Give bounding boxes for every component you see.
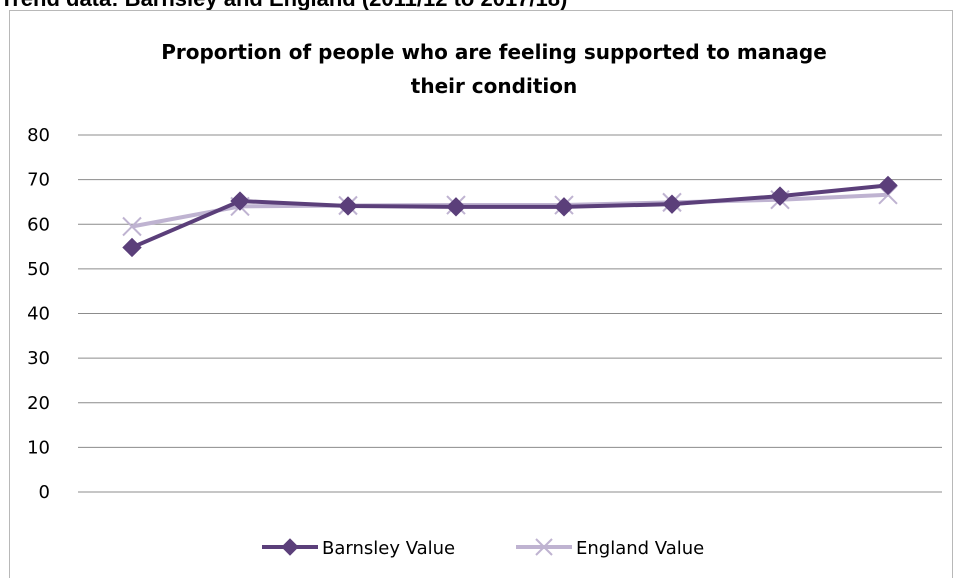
data-point-x — [122, 216, 142, 237]
chart-title: Proportion of people who are feeling sup… — [161, 40, 827, 98]
gridlines — [78, 134, 942, 493]
y-tick-label: 70 — [27, 170, 50, 191]
data-point-diamond — [662, 194, 682, 214]
data-point-diamond — [446, 197, 466, 217]
data-point-diamond — [554, 197, 574, 217]
y-axis-tick-labels: 0 10 20 30 40 50 60 70 80 — [27, 125, 50, 503]
chart-frame: Proportion of people who are feeling sup… — [9, 10, 953, 578]
data-point-x-stroke — [535, 538, 553, 556]
line-chart: Proportion of people who are feeling sup… — [27, 40, 942, 559]
chart-title-line: their condition — [411, 74, 577, 98]
data-point-diamond — [281, 538, 299, 556]
page-heading: Trend data: Barnsley and England (2011/1… — [0, 0, 567, 12]
y-tick-label: 50 — [27, 259, 50, 280]
legend-entry: Barnsley Value — [262, 538, 455, 559]
legend-label: England Value — [576, 538, 704, 559]
data-point-x — [535, 538, 553, 556]
y-tick-label: 40 — [27, 304, 50, 325]
data-point-diamond — [770, 186, 790, 206]
series — [122, 175, 898, 258]
legend-label: Barnsley Value — [322, 538, 455, 559]
data-point-diamond — [338, 196, 358, 216]
y-tick-label: 10 — [27, 437, 50, 458]
y-tick-label: 60 — [27, 214, 50, 235]
y-tick-label: 0 — [39, 482, 50, 503]
series-barnsley-value — [122, 175, 898, 258]
series-line — [131, 183, 889, 250]
legend-entry: England Value — [516, 538, 704, 559]
data-point-diamond — [878, 175, 898, 196]
y-tick-label: 80 — [27, 125, 50, 146]
data-point-diamond — [122, 237, 142, 258]
y-tick-label: 20 — [27, 393, 50, 414]
chart-title-line: Proportion of people who are feeling sup… — [161, 40, 827, 64]
y-tick-label: 30 — [27, 348, 50, 369]
data-point-diamond — [230, 191, 250, 211]
data-point-x-stroke — [122, 216, 142, 237]
legend: Barnsley Value England Value — [262, 538, 704, 559]
